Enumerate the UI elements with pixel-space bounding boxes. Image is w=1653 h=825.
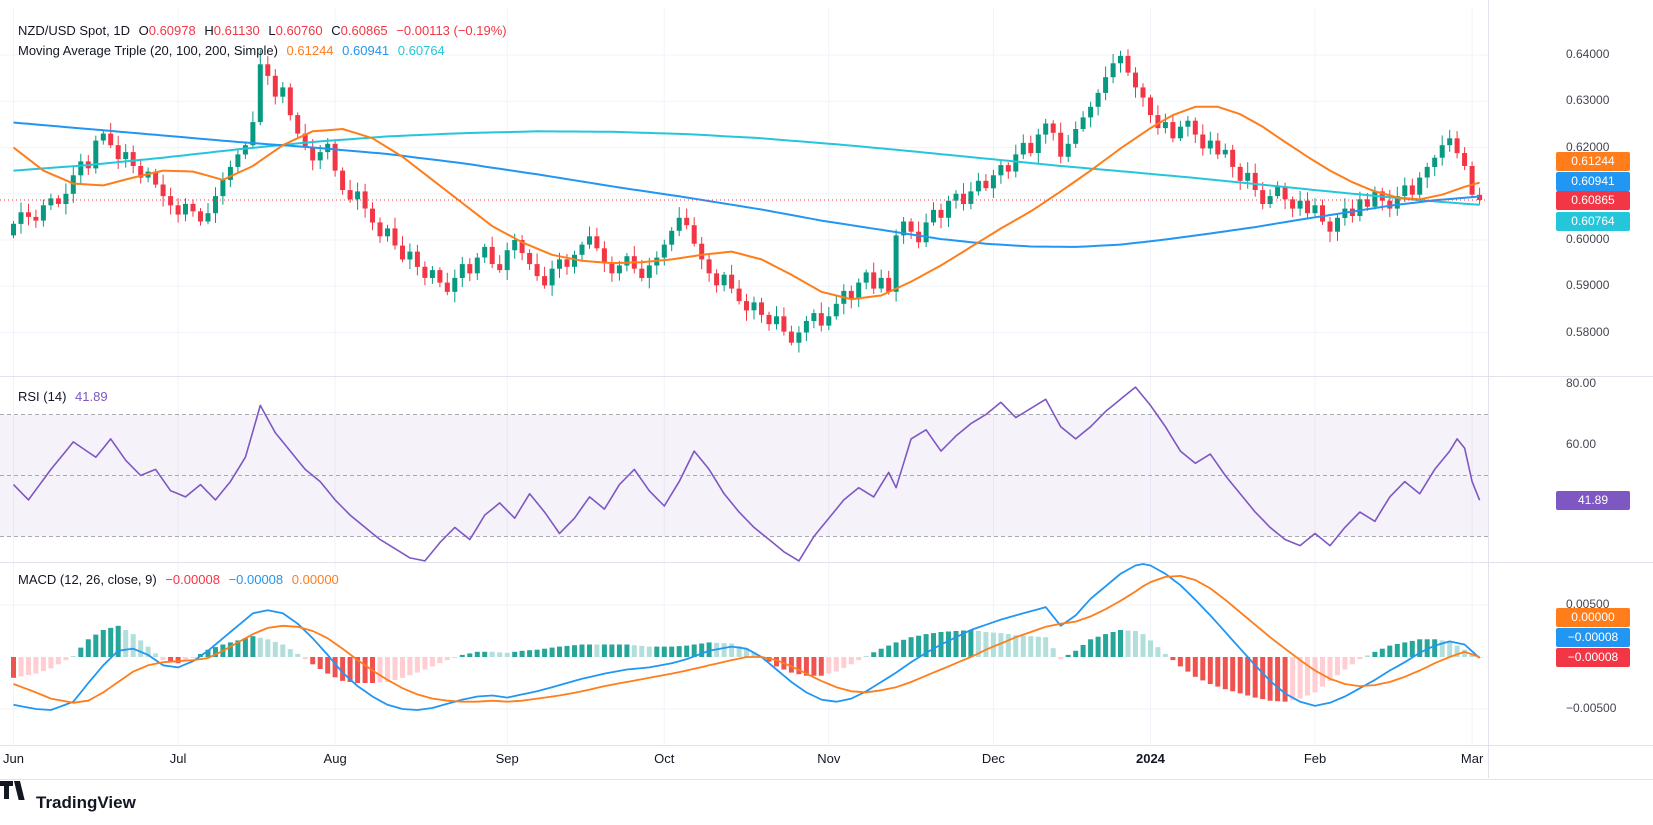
macd-hist-value: −0.00008 (165, 572, 220, 587)
rsi-label: RSI (14) (18, 389, 67, 404)
rsi-pane[interactable] (0, 377, 1488, 562)
macd-badge-hist: −0.00008 (1556, 648, 1630, 667)
macd-legend[interactable]: MACD (12, 26, close, 9) −0.00008 −0.0000… (18, 572, 344, 587)
change-value: −0.00113 (−0.19%) (396, 23, 507, 38)
rsi-badge: 41.89 (1556, 491, 1630, 511)
time-label-mar: Mar (1460, 751, 1484, 766)
time-label-oct: Oct (654, 751, 675, 766)
macd-badge-signal: 0.00000 (1556, 608, 1630, 627)
close-label: C (331, 23, 341, 38)
time-label-aug: Aug (323, 751, 347, 766)
ma-triple-label: Moving Average Triple (20, 100, 200, Sim… (18, 43, 278, 58)
price-tick-label: 0.63000 (1566, 93, 1610, 108)
symbol-title: NZD/USD Spot, 1D (18, 23, 130, 38)
macd-tick-label: 0.00500 (1566, 597, 1610, 611)
macd-signal-value: 0.00000 (291, 572, 339, 587)
open-label: O (138, 23, 149, 38)
price-badge-last-price: 0.60865 (1556, 191, 1630, 210)
macd-tick-label: −0.00500 (1566, 701, 1617, 715)
macd-pane[interactable] (0, 563, 1488, 745)
price-tick-label: 0.58000 (1566, 324, 1610, 339)
macd-label: MACD (12, 26, close, 9) (18, 572, 157, 587)
price-pane[interactable] (0, 8, 1488, 376)
rsi-legend[interactable]: RSI (14) 41.89 (18, 389, 113, 404)
open-value: 0.60978 (148, 23, 196, 38)
price-tick-label: 0.59000 (1566, 278, 1610, 293)
price-tick-label: 0.60000 (1566, 232, 1610, 246)
time-label-jul: Jul (169, 751, 187, 766)
rsi-tick-label: 60.00 (1566, 437, 1597, 451)
high-label: H (204, 23, 214, 38)
ma20-value: 0.61244 (286, 43, 334, 58)
price-badge-ma200: 0.60764 (1556, 212, 1630, 231)
rsi-value: 41.89 (75, 389, 108, 404)
ma200-value: 0.60764 (397, 43, 445, 58)
rsi-tick-label: 80.00 (1566, 376, 1597, 390)
time-label-sep: Sep (495, 751, 519, 766)
time-label-nov: Nov (817, 751, 841, 766)
low-value: 0.60760 (275, 23, 323, 38)
ma100-value: 0.60941 (342, 43, 390, 58)
low-label: L (268, 23, 276, 38)
tradingview-brand-text[interactable]: TradingView (36, 793, 136, 812)
time-label-2024: 2024 (1135, 751, 1165, 766)
price-tick-label: 0.64000 (1566, 47, 1610, 61)
price-tick-label: 0.62000 (1566, 139, 1610, 154)
macd-line-value: −0.00008 (228, 572, 284, 587)
time-scale-axis[interactable] (0, 745, 1488, 778)
high-value: 0.61130 (213, 23, 260, 38)
ma-triple-legend[interactable]: Moving Average Triple (20, 100, 200, Sim… (18, 43, 450, 58)
time-label-jun: Jun (3, 751, 24, 766)
time-label-feb: Feb (1303, 751, 1327, 766)
time-label-dec: Dec (981, 751, 1005, 766)
macd-badge-macd: −0.00008 (1556, 628, 1630, 647)
price-badge-ma20: 0.61244 (1556, 152, 1630, 171)
close-value: 0.60865 (340, 23, 388, 38)
footer-bar: TradingView (0, 779, 1653, 825)
symbol-legend[interactable]: NZD/USD Spot, 1D O0.60978 H0.61130 L0.60… (18, 23, 512, 38)
price-badge-ma100: 0.60941 (1556, 172, 1630, 191)
